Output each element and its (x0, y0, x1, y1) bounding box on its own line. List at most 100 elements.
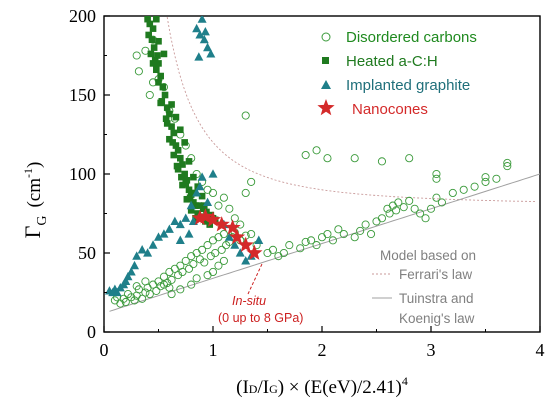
implanted-graphite-point (126, 267, 136, 276)
disordered-carbon-point (165, 267, 174, 277)
disordered-carbon-point (268, 245, 278, 254)
heated-ach-point (199, 205, 207, 213)
legend-label-nanocones: Nanocones (352, 101, 428, 118)
disordered-carbon-point (130, 296, 139, 305)
disordered-carbon-point (247, 177, 256, 186)
heated-ach-point (177, 154, 184, 162)
disordered-carbon-point (167, 290, 176, 299)
y-label-unit-open: (cm (24, 178, 45, 208)
disordered-carbon-point (208, 236, 218, 245)
disordered-carbon-point (121, 297, 130, 307)
heated-ach-point (182, 180, 190, 187)
disordered-carbon-point (361, 220, 370, 229)
disordered-carbon-point (405, 196, 414, 205)
legend-marker-implanted (321, 80, 331, 89)
heated-ach-point (173, 162, 181, 170)
disordered-carbon-point (383, 204, 392, 213)
disordered-carbon-point (481, 173, 490, 182)
disordered-carbon-point (219, 256, 228, 265)
heated-ach-point (149, 25, 157, 32)
disordered-carbon-point (184, 264, 194, 273)
implanted-graphite-point (241, 256, 251, 265)
heated-ach-point (187, 207, 195, 214)
disordered-carbon-point (152, 286, 161, 295)
disordered-carbon-point (217, 245, 226, 254)
disordered-carbon-point (307, 236, 316, 245)
y-tick-label: 50 (78, 243, 96, 263)
x-tick-label: 4 (536, 340, 545, 360)
disordered-carbon-point (385, 209, 394, 218)
disordered-carbon-point (176, 285, 185, 294)
legend-marker-nanocones (317, 99, 335, 116)
heated-ach-point (157, 72, 164, 80)
nanocone-point (224, 219, 241, 235)
disordered-carbon-point (366, 229, 376, 239)
disordered-carbon-point (312, 146, 321, 155)
implanted-graphite-point (230, 240, 240, 249)
y-tick-label: 100 (69, 164, 96, 184)
implanted-graphite-point (154, 232, 163, 241)
nanocone-point (213, 216, 230, 232)
disordered-carbon-point (448, 188, 457, 198)
disordered-carbon-point (208, 267, 218, 277)
y-tick-label: 150 (69, 85, 96, 105)
disordered-carbon-point (432, 193, 441, 202)
heated-ach-point (146, 20, 154, 28)
disordered-carbon-point (470, 182, 479, 191)
implanted-graphite-point (181, 213, 191, 222)
disordered-carbon-point (323, 229, 332, 239)
implanted-graphite-point (203, 197, 213, 207)
in-situ-label: In-situ (232, 294, 266, 308)
disordered-carbon-point (230, 214, 239, 223)
tuinstra-koenig-curve (109, 173, 540, 312)
disordered-carbon-point (145, 290, 154, 299)
disordered-carbon-point (187, 252, 196, 261)
implanted-graphite-point (159, 229, 169, 238)
implanted-graphite-point (112, 287, 122, 297)
in-situ-annotation: In-situ (0 up to 8 GPa) (218, 263, 303, 325)
disordered-carbon-point (323, 154, 332, 163)
disordered-carbon-point (339, 229, 348, 239)
nanocone-point (197, 208, 214, 224)
heated-ach-point (185, 186, 193, 194)
x-axis-label: (ID/IG) × (E(eV)/2.41)4 (236, 374, 408, 398)
implanted-graphite-point (194, 52, 204, 61)
disordered-carbon-point (132, 282, 141, 291)
y-label-unit-close: ) (24, 162, 45, 168)
heated-ach-point (163, 120, 171, 127)
disordered-carbon-point (219, 193, 228, 202)
disordered-carbon-point (225, 204, 234, 213)
y-label-gamma: Γ (20, 225, 45, 238)
heated-ach-point (174, 147, 182, 154)
in-situ-pressure-label: (0 up to 8 GPa) (218, 311, 303, 325)
heated-ach-point (157, 99, 164, 107)
nanocone-point (204, 211, 222, 227)
disordered-carbon-point (301, 150, 310, 160)
heated-ach-point (160, 50, 168, 58)
disordered-carbon-point (492, 174, 501, 183)
x-label-d: G (269, 382, 278, 396)
disordered-carbon-point (211, 248, 220, 258)
implanted-graphite-point (197, 16, 207, 23)
heated-ach-point (144, 16, 151, 23)
heated-ach-point (178, 173, 185, 181)
disordered-carbon-point (394, 198, 403, 207)
heated-ach-point (149, 60, 157, 67)
disordered-carbon-point (285, 241, 294, 250)
heated-ach-point (186, 194, 194, 201)
y-axis-ticks: 0 50 100 150 200 (69, 6, 110, 342)
legend: Disordered carbons Heated a-C:H Implante… (317, 29, 477, 118)
disordered-carbon-point (178, 267, 187, 277)
model-legend-tk-label-1: Tuinstra and (399, 291, 474, 306)
heated-ach-point (170, 151, 178, 159)
in-situ-arrow (247, 263, 263, 295)
disordered-carbon-point (208, 188, 218, 198)
disordered-carbon-point (317, 233, 327, 242)
disordered-carbon-point (437, 198, 446, 207)
implanted-graphite-point (148, 240, 158, 249)
heated-ach-point (202, 218, 209, 225)
implanted-graphite-point (132, 251, 142, 260)
x-label-e: ) × (E(eV)/2.41) (278, 377, 402, 398)
disordered-carbon-point (350, 154, 359, 163)
